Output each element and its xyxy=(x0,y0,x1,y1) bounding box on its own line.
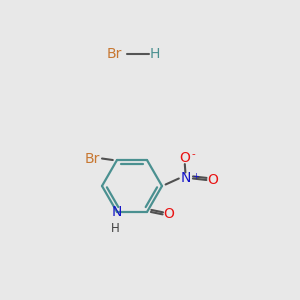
Text: H: H xyxy=(111,222,120,235)
Text: N: N xyxy=(180,172,190,185)
Text: +: + xyxy=(193,172,199,181)
Text: Br: Br xyxy=(106,47,122,61)
Text: O: O xyxy=(207,173,218,187)
Text: Br: Br xyxy=(85,152,100,166)
Text: N: N xyxy=(112,205,122,219)
Text: -: - xyxy=(192,149,196,160)
Text: O: O xyxy=(179,151,190,164)
Text: H: H xyxy=(149,47,160,61)
Text: O: O xyxy=(163,207,174,221)
